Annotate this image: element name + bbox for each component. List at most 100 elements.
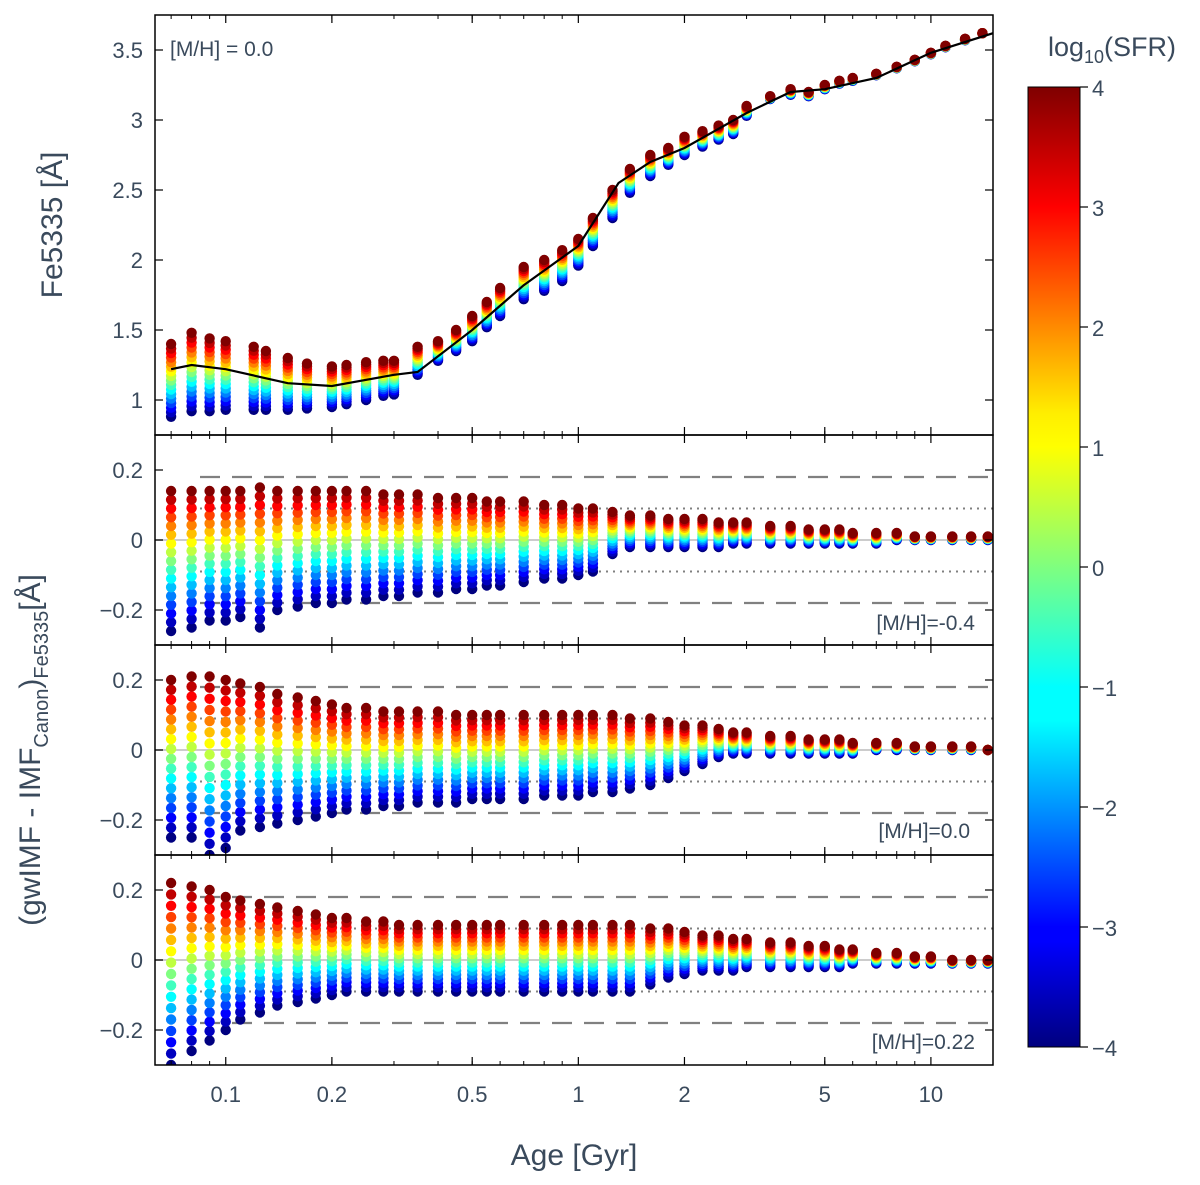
scatter-series-top [165, 28, 993, 422]
data-point [834, 75, 845, 87]
data-point [310, 703, 321, 714]
data-point [220, 1016, 231, 1027]
data-point [165, 590, 177, 602]
data-point [204, 978, 215, 990]
data-point [254, 725, 266, 736]
data-point [713, 723, 724, 735]
data-point [663, 513, 674, 525]
data-point [432, 919, 444, 931]
data-point [220, 958, 231, 969]
data-point [272, 560, 283, 571]
data-point [272, 597, 283, 608]
data-point [432, 336, 444, 347]
data-point [204, 827, 215, 838]
data-point [272, 721, 283, 732]
data-point [518, 261, 529, 273]
data-point [518, 919, 529, 931]
data-point [272, 575, 283, 586]
data-point [467, 919, 478, 931]
data-point [310, 746, 321, 757]
data-point [697, 126, 708, 137]
data-point [186, 1025, 197, 1036]
data-point [235, 715, 246, 726]
data-point [663, 142, 674, 154]
data-point [282, 352, 293, 364]
data-point [204, 794, 215, 805]
y-tick-label: 0.2 [112, 458, 143, 483]
data-point [235, 580, 246, 591]
data-point [272, 485, 283, 497]
data-point [679, 131, 690, 142]
data-point [165, 485, 177, 497]
data-point [292, 500, 303, 511]
data-point [165, 494, 177, 505]
data-point [186, 953, 197, 964]
data-point [204, 727, 215, 738]
data-point [663, 923, 674, 934]
data-point [292, 791, 303, 803]
x-tick-label: 0.1 [210, 1082, 241, 1107]
data-point [220, 769, 231, 780]
data-point [494, 282, 506, 294]
data-point [165, 812, 177, 823]
data-point [292, 768, 303, 780]
data-point [186, 881, 197, 892]
data-point [186, 519, 197, 531]
data-point [272, 515, 283, 526]
data-point [292, 579, 303, 590]
data-point [254, 587, 266, 598]
data-point [204, 574, 215, 586]
data-point [871, 527, 882, 539]
data-point [204, 838, 215, 849]
data-point [272, 696, 283, 708]
y-tick-label: 1 [131, 388, 143, 413]
data-point [713, 517, 724, 528]
data-point [220, 566, 231, 578]
data-point [186, 1035, 197, 1046]
data-point [909, 951, 920, 962]
data-point [360, 702, 372, 714]
data-point [204, 591, 215, 602]
data-point [186, 802, 197, 813]
y-tick-label: −0.2 [100, 1018, 143, 1043]
data-point [235, 564, 246, 575]
data-point [254, 482, 266, 493]
data-point [925, 951, 937, 962]
data-point [254, 699, 266, 710]
x-tick-label: 2 [678, 1082, 690, 1107]
y-tick-label: 1.5 [112, 318, 143, 343]
data-point [741, 727, 752, 738]
data-point [292, 753, 303, 764]
data-point [220, 716, 231, 728]
data-point [204, 988, 215, 999]
data-point [235, 705, 246, 717]
data-point [220, 695, 231, 707]
data-point [235, 603, 246, 615]
data-point [254, 526, 266, 537]
data-point [310, 768, 321, 779]
data-point [909, 531, 920, 542]
data-point [204, 1016, 215, 1027]
panel-metallicity-00: 0.2 0 −0.2 [M/H]=0.0 [100, 644, 994, 856]
data-point [728, 933, 739, 945]
data-point [326, 485, 338, 497]
data-point [909, 741, 920, 752]
data-point [235, 493, 246, 505]
data-point [326, 912, 338, 924]
data-point [272, 802, 283, 813]
data-point [220, 790, 231, 801]
data-point [292, 722, 303, 734]
data-point [220, 891, 231, 903]
data-point [254, 708, 266, 719]
data-point [481, 709, 492, 721]
data-point [165, 773, 177, 784]
data-point [728, 727, 739, 738]
data-point [272, 508, 283, 519]
data-point [557, 245, 568, 256]
data-point [292, 700, 303, 711]
data-point [235, 724, 246, 735]
data-point [272, 810, 283, 821]
data-point [539, 709, 550, 721]
data-point [220, 607, 231, 618]
